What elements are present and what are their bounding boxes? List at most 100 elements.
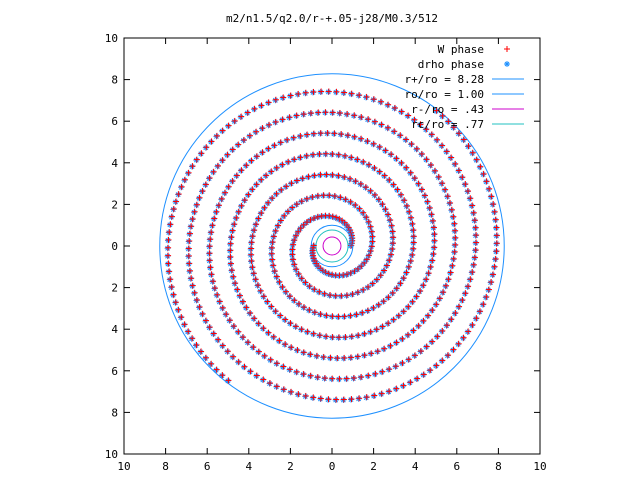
w-phase-point: [435, 173, 442, 180]
w-phase-point: [187, 230, 194, 237]
w-phase-point: [276, 337, 283, 344]
w-phase-point: [210, 278, 217, 285]
w-phase-point: [429, 307, 436, 314]
w-phase-point: [356, 92, 363, 99]
w-phase-point: [405, 112, 412, 119]
w-phase-point: [310, 394, 317, 401]
w-phase-point: [238, 202, 245, 209]
w-phase-point: [401, 197, 408, 204]
w-phase-point: [316, 150, 323, 157]
w-phase-point: [241, 136, 248, 143]
w-phase-point: [344, 132, 351, 139]
w-phase-point: [398, 159, 405, 166]
w-phase-point: [400, 308, 407, 315]
w-phase-point: [293, 112, 300, 119]
w-phase-point: [235, 358, 242, 365]
w-phase-point: [258, 209, 265, 216]
w-phase-point: [272, 308, 279, 315]
w-phase-point: [280, 94, 287, 101]
w-phase-point: [280, 363, 287, 370]
w-phase-point: [378, 121, 385, 128]
w-phase-point: [283, 183, 290, 190]
w-phase-point: [226, 317, 233, 324]
w-phase-point: [381, 172, 388, 179]
drho-phase-stroke: [373, 327, 379, 333]
w-phase-point: [424, 198, 431, 205]
w-phase-point: [353, 311, 360, 318]
w-phase-point: [188, 223, 195, 230]
w-phase-point: [364, 138, 371, 145]
w-phase-point: [246, 132, 253, 139]
w-phase-point: [403, 269, 410, 276]
w-phase-point: [189, 282, 196, 289]
w-phase-point: [248, 239, 255, 246]
w-phase-point: [315, 109, 322, 116]
w-phase-point: [331, 130, 338, 137]
w-phase-point: [228, 234, 235, 241]
w-phase-point: [329, 171, 336, 178]
w-phase-point: [352, 201, 359, 208]
w-phase-point: [295, 270, 302, 277]
w-phase-point: [329, 375, 336, 382]
w-phase-point: [452, 227, 459, 234]
w-phase-point: [310, 130, 317, 137]
w-phase-point: [350, 374, 357, 381]
w-phase-point: [426, 204, 433, 211]
w-phase-point: [407, 169, 414, 176]
w-phase-point: [188, 275, 195, 282]
w-phase-point: [202, 354, 209, 361]
w-phase-point: [450, 213, 457, 220]
w-phase-point: [431, 237, 438, 244]
w-phase-point: [215, 336, 222, 343]
w-phase-point: [423, 156, 430, 163]
w-phase-point: [393, 155, 400, 162]
w-phase-point: [327, 354, 334, 361]
w-phase-point: [448, 316, 455, 323]
w-phase-point: [303, 219, 310, 226]
w-phase-point: [405, 356, 412, 363]
w-phase-point: [380, 298, 387, 305]
w-phase-point: [276, 278, 283, 285]
w-phase-point: [225, 122, 232, 129]
w-phase-point: [214, 162, 221, 169]
w-phase-point: [469, 202, 476, 209]
w-phase-point: [229, 227, 236, 234]
w-phase-point: [400, 275, 407, 282]
w-phase-point: [341, 89, 348, 96]
w-phase-point: [393, 285, 400, 292]
w-phase-point: [473, 239, 480, 246]
w-phase-point: [429, 257, 436, 264]
w-phase-point: [287, 293, 294, 300]
w-phase-point: [208, 271, 215, 278]
w-phase-point: [334, 355, 341, 362]
w-phase-point: [175, 191, 182, 198]
w-phase-point: [268, 250, 275, 257]
w-phase-point: [429, 338, 436, 345]
w-phase-point: [386, 257, 393, 264]
w-phase-point: [467, 276, 474, 283]
w-phase-point: [247, 368, 254, 375]
w-phase-point: [265, 99, 272, 106]
w-phase-point: [189, 163, 196, 170]
w-phase-point: [471, 254, 478, 261]
w-phase-point: [406, 208, 413, 215]
w-phase-point: [231, 117, 238, 124]
w-phase-point: [395, 312, 402, 319]
w-phase-point: [336, 334, 343, 341]
w-phase-point: [303, 152, 310, 159]
w-phase-point: [300, 349, 307, 356]
w-phase-point: [371, 191, 378, 198]
w-phase-point: [232, 280, 239, 287]
w-phase-point: [295, 228, 302, 235]
w-phase-point: [260, 293, 267, 300]
w-phase-point: [323, 312, 330, 319]
w-phase-point: [443, 148, 450, 155]
w-phase-point: [219, 342, 226, 349]
w-phase-point: [322, 150, 329, 157]
w-phase-point: [210, 168, 217, 175]
w-phase-point: [420, 317, 427, 324]
drho-phase-stroke: [348, 233, 354, 239]
w-phase-point: [366, 161, 373, 168]
drho-phase-stroke: [189, 164, 195, 170]
w-phase-point: [268, 303, 275, 310]
